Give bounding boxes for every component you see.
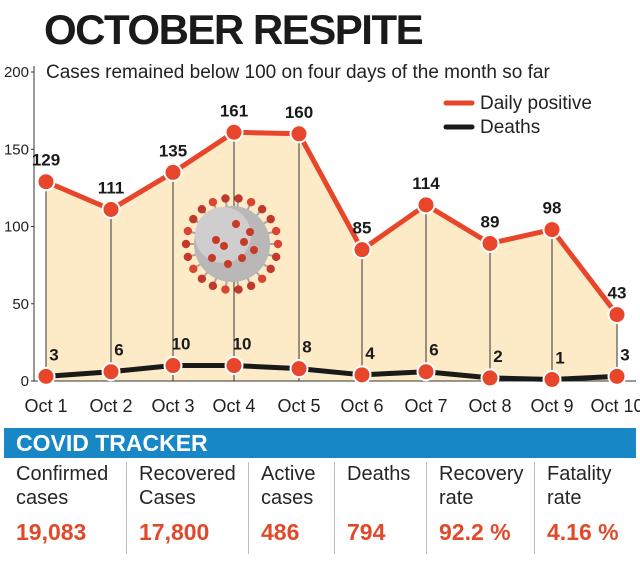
deaths-point-marker	[542, 369, 562, 389]
stat-value: 92.2 %	[439, 519, 511, 545]
deaths-data-label: 1	[555, 348, 564, 367]
x-tick-label: Oct 6	[340, 396, 383, 416]
stat-fatality-rate: Fatality rate 4.16 %	[534, 462, 636, 554]
deaths-point-marker	[607, 366, 627, 386]
line-chart: 0 50 100 150 200 Cases remained below 100 on …	[4, 62, 640, 416]
daily-positive-data-label: 98	[543, 199, 562, 218]
y-tick-label: 150	[4, 141, 29, 158]
daily-positive-point	[542, 220, 562, 240]
deaths-point-marker	[224, 356, 244, 376]
stat-value: 486	[261, 519, 300, 545]
daily-positive-point	[289, 124, 309, 144]
daily-positive-data-label: 129	[32, 151, 60, 170]
deaths-point-marker	[289, 359, 309, 379]
area-fill	[46, 132, 617, 381]
coronavirus-icon	[181, 194, 283, 294]
deaths-point-marker	[163, 356, 183, 376]
stat-label: Active cases	[261, 463, 316, 509]
stat-value: 17,800	[139, 519, 210, 545]
legend-label-daily-positive: Daily positive	[480, 93, 592, 114]
stat-label: Recovery rate	[439, 463, 524, 509]
daily-positive-data-label: 161	[220, 101, 248, 120]
stat-active-cases: Active cases 486	[248, 462, 334, 554]
daily-positive-data-label: 43	[608, 284, 627, 303]
daily-positive-data-label: 114	[412, 174, 440, 193]
stat-recovered-cases: Recovered Cases 17,800	[126, 462, 248, 554]
deaths-data-label: 6	[429, 341, 438, 360]
deaths-data-label: 10	[172, 335, 191, 354]
y-tick-label: 0	[21, 373, 29, 390]
stat-label: Fatality rate	[547, 463, 612, 509]
y-tick-label: 50	[12, 296, 29, 313]
y-tick-label: 100	[4, 219, 29, 236]
deaths-point-marker	[36, 366, 56, 386]
deaths-data-label: 4	[365, 344, 375, 363]
deaths-data-label: 6	[114, 341, 123, 360]
deaths-point-marker	[416, 362, 436, 382]
daily-positive-point	[416, 195, 436, 215]
legend-label-deaths: Deaths	[480, 117, 540, 138]
deaths-line	[45, 363, 618, 382]
deaths-point-marker	[480, 368, 500, 388]
daily-positive-point	[163, 162, 183, 182]
stat-value: 794	[347, 519, 386, 545]
x-tick-label: Oct 3	[151, 396, 194, 416]
x-tick-label: Oct 10	[590, 396, 640, 416]
daily-positive-point	[224, 122, 244, 142]
stat-label: Recovered Cases	[139, 463, 236, 509]
x-tick-label: Oct 7	[404, 396, 447, 416]
deaths-point-marker	[101, 362, 121, 382]
deaths-point-marker	[352, 365, 372, 385]
daily-positive-point	[480, 233, 500, 253]
daily-positive-point	[607, 305, 627, 325]
x-tick-label: Oct 5	[277, 396, 320, 416]
x-tick-label: Oct 2	[89, 396, 132, 416]
stat-label: Deaths	[347, 463, 411, 485]
deaths-data-label: 3	[620, 345, 629, 364]
stat-confirmed-cases: Confirmed cases 19,083	[4, 462, 126, 554]
daily-positive-point	[352, 240, 372, 260]
x-tick-label: Oct 1	[24, 396, 67, 416]
stat-value: 4.16 %	[547, 519, 619, 545]
daily-positive-data-label: 111	[98, 179, 125, 198]
covid-tracker-stats: Confirmed cases 19,083 Recovered Cases 1…	[4, 462, 636, 554]
daily-positive-point	[101, 200, 121, 220]
chart-subtitle: Cases remained below 100 on four days of…	[46, 62, 550, 83]
stat-deaths: Deaths 794	[334, 462, 426, 554]
stat-label: Confirmed cases	[16, 463, 109, 509]
covid-tracker-heading: COVID TRACKER	[4, 428, 636, 458]
chart-title: OCTOBER RESPITE	[44, 6, 424, 53]
daily-positive-line	[45, 129, 619, 317]
daily-positive-data-label: 85	[353, 219, 372, 238]
x-tick-label: Oct 9	[530, 396, 573, 416]
deaths-data-label: 8	[302, 338, 311, 357]
daily-positive-data-label: 160	[285, 103, 313, 122]
x-tick-label: Oct 4	[212, 396, 255, 416]
deaths-data-label: 2	[493, 347, 502, 366]
daily-positive-point	[36, 172, 56, 192]
deaths-data-label: 10	[233, 335, 252, 354]
daily-positive-data-label: 89	[481, 212, 500, 231]
x-tick-label: Oct 8	[468, 396, 511, 416]
stat-recovery-rate: Recovery rate 92.2 %	[426, 462, 534, 554]
y-tick-label: 200	[4, 64, 29, 81]
deaths-data-label: 3	[49, 345, 58, 364]
stat-value: 19,083	[16, 519, 87, 545]
daily-positive-data-label: 135	[159, 141, 187, 160]
